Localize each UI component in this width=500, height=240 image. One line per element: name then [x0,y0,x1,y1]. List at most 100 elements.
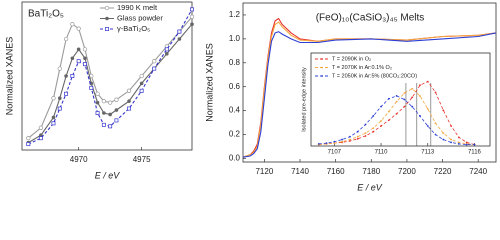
data-point [403,105,406,108]
data-point [57,96,62,100]
legend-marker [105,16,109,21]
data-point [364,123,367,126]
data-point [372,115,375,117]
data-point [108,124,113,129]
data-point [114,108,119,112]
data-point [419,84,421,87]
panel: 4970 4975 BaTi₂O₅ E / eV Normalized XANES 199… [4,1,195,180]
data-point [333,140,336,143]
x-tick-label: 7116 [468,150,482,156]
data-point [380,125,382,127]
data-line [318,95,475,145]
data-point [419,95,421,97]
data-point [465,143,468,146]
data-point [341,138,344,141]
legend-marker [321,66,323,69]
figure: 4970 4975 BaTi₂O₅ E / eV Normalized XANES 199… [4,1,497,192]
data-line [318,88,475,145]
data-point [83,62,87,67]
data-point [164,47,169,52]
x-tick-label: 4970 [70,155,88,164]
data-point [395,100,398,103]
data-point [442,109,445,112]
data-point [356,130,359,133]
data-point [411,105,414,108]
chart-title: (FeO)₁₀(CaSiO₃)₄₅ Melts [316,13,425,24]
x-tick-label: 4975 [133,155,151,164]
data-point [403,98,406,101]
data-point [356,137,359,140]
legend-marker [105,27,109,31]
data-point [349,135,351,138]
data-point [341,140,344,143]
data-point [450,138,452,141]
data-point [63,36,69,42]
x-tick-label: 7240 [469,167,487,176]
data-point [95,111,100,115]
data-point [76,26,81,31]
legend-marker [321,58,323,60]
y-axis-label: Normalized XANES [4,37,14,116]
x-tick-label: 7180 [362,167,380,176]
data-point [356,135,359,138]
data-point [177,29,182,34]
data-point [70,56,75,61]
data-point [95,100,100,105]
data-point [107,100,113,105]
x-tick-label: 7160 [327,167,345,176]
data-point [372,127,375,130]
data-point [364,135,367,137]
data-point [177,37,182,41]
chart-title: BaTi₂O₅ [28,9,64,20]
plot-area [21,1,193,151]
data-point [101,122,106,127]
data-point [333,142,336,145]
data-point [426,125,429,127]
data-point [411,96,414,99]
data-point [64,91,69,96]
x-tick-label: 7120 [255,167,273,176]
data-point [82,47,88,52]
x-axis-label: E / eV [95,170,121,180]
legend-label: 1990 K melt [117,3,158,12]
data-point [38,125,44,130]
data-point [457,141,460,144]
x-tick-label: 7140 [291,167,309,176]
data-point [108,112,112,117]
x-tick-label: 7110 [375,150,389,156]
data-point [139,88,144,93]
y-tick-label: 0.8 [229,58,241,67]
data-point [434,133,437,136]
legend-label: T = 2070K in Ar:0.1% O₂ [332,65,392,71]
data-point [26,142,31,147]
data-point [83,56,87,61]
data-point [434,91,437,94]
data-point [325,142,328,145]
data-point [165,52,169,56]
data-point [51,115,56,120]
data-line [242,21,497,158]
data-point [39,133,43,137]
data-point [465,141,468,144]
data-point [364,132,367,135]
data-point [70,22,75,27]
data-point [126,88,132,93]
y-tick-label: 0.2 [229,130,241,139]
data-point [395,95,398,97]
legend-label: T = 2090K in O₂ [332,56,371,62]
y-axis-label: Normalized XANES [204,43,214,122]
data-point [57,66,62,71]
data-point [76,47,81,52]
data-point [450,141,452,144]
data-point [152,59,157,64]
data-point [95,91,100,96]
data-point [38,136,43,141]
legend-marker [104,5,110,11]
data-point [139,81,144,86]
y-tick-label: 1.2 [229,10,241,19]
data-point [349,140,351,142]
y-tick-label: 1.0 [229,34,241,43]
x-axis-label: E / eV [357,182,383,192]
data-point [457,136,460,139]
data-point [70,74,75,78]
